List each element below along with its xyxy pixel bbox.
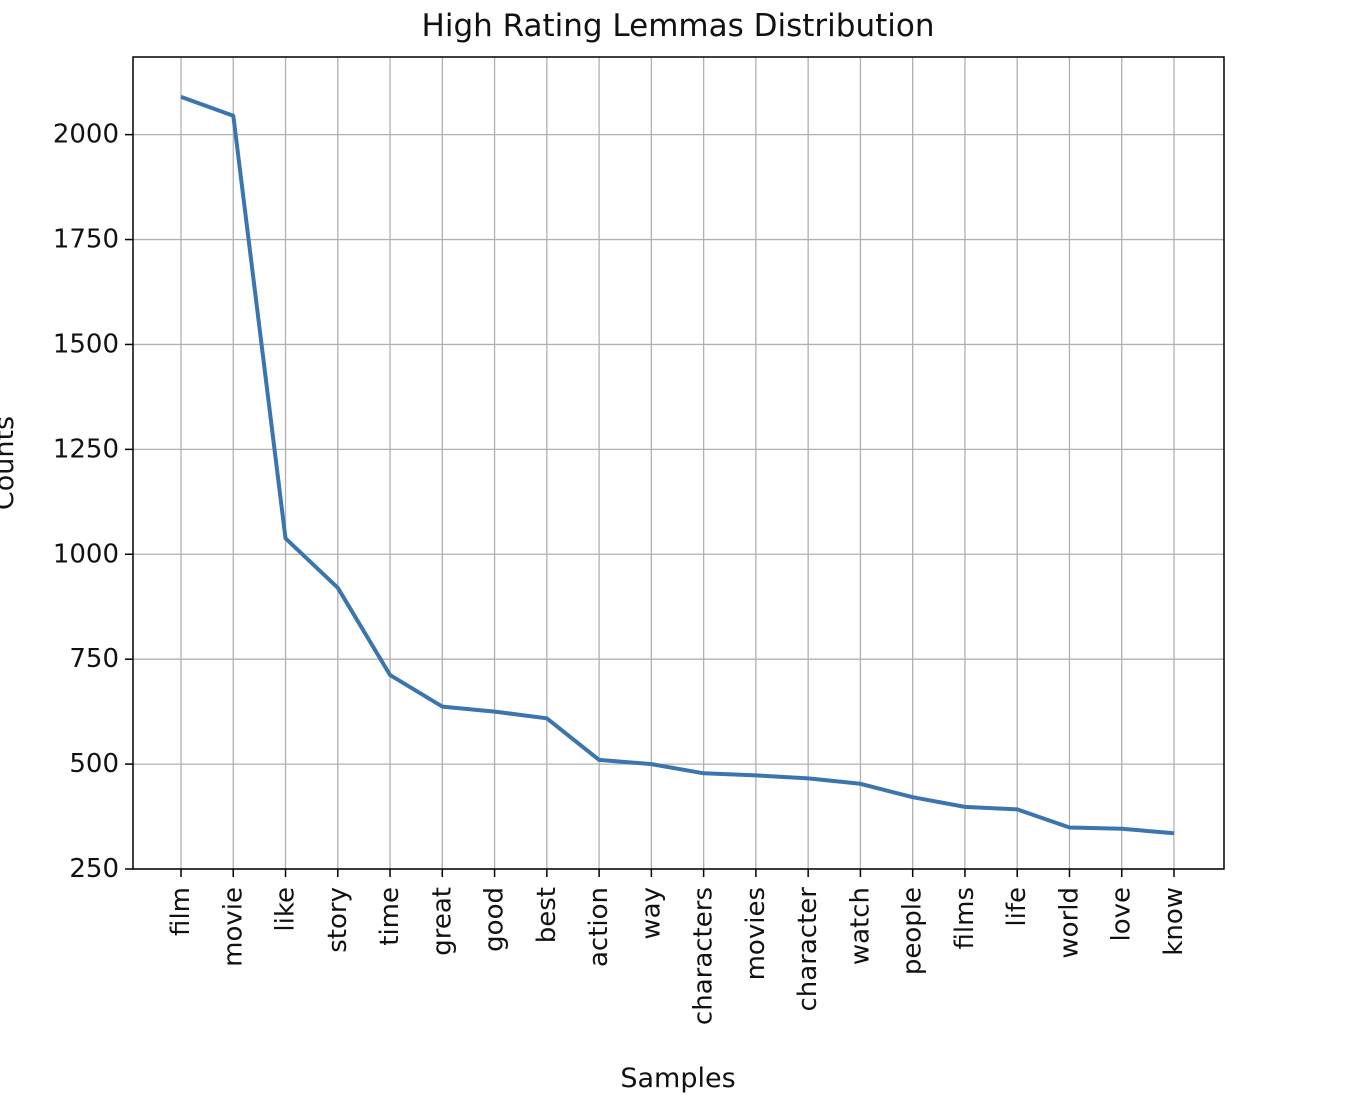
data-point-movies: [754, 773, 758, 777]
x-tick-label: way: [636, 887, 666, 940]
data-point-life: [1015, 807, 1019, 811]
y-tick-label: 2000: [53, 120, 119, 150]
data-point-movie: [231, 114, 235, 118]
data-point-world: [1068, 826, 1072, 830]
x-axis-ticks: film movie like story time great good best actio…: [166, 869, 1189, 1025]
x-tick-label: life: [1002, 887, 1032, 927]
x-tick-label: film: [166, 887, 196, 936]
x-tick-label: people: [898, 887, 928, 975]
data-point-film: [179, 95, 183, 99]
x-tick-label: character: [793, 887, 823, 1012]
data-point-like: [284, 536, 288, 540]
x-axis-label: Samples: [620, 1063, 735, 1094]
series-line-group: [179, 95, 1176, 836]
x-tick-label: watch: [845, 887, 875, 965]
y-tick-label: 1000: [53, 539, 119, 569]
y-tick-label: 1250: [53, 434, 119, 464]
x-tick-label: characters: [689, 887, 719, 1025]
y-tick-label: 250: [69, 854, 119, 884]
x-tick-label: best: [532, 887, 562, 943]
data-point-time: [388, 673, 392, 677]
y-tick-label: 1750: [53, 225, 119, 255]
data-point-best: [545, 716, 549, 720]
x-tick-label: know: [1159, 887, 1189, 956]
data-point-films: [963, 805, 967, 809]
x-gridlines: [180, 57, 1175, 869]
y-axis-label: Counts: [0, 416, 20, 510]
data-point-love: [1120, 827, 1124, 831]
y-axis-ticks: 250 500 750 1000 1250 1500 1750 2000: [53, 120, 133, 884]
x-tick-label: movie: [218, 887, 248, 967]
data-point-way: [649, 762, 653, 766]
x-tick-label: movies: [741, 887, 771, 980]
data-point-story: [336, 586, 340, 590]
x-tick-label: love: [1107, 887, 1137, 942]
x-tick-label: story: [323, 887, 353, 953]
x-tick-label: good: [480, 887, 510, 952]
data-point-action: [597, 758, 601, 762]
chart-title: High Rating Lemmas Distribution: [422, 8, 935, 44]
data-point-characters: [702, 771, 706, 775]
data-point-people: [911, 795, 915, 799]
data-point-good: [493, 710, 497, 714]
x-tick-label: great: [427, 887, 457, 956]
x-tick-label: world: [1054, 887, 1084, 959]
data-point-know: [1172, 831, 1176, 835]
x-tick-label: time: [375, 887, 405, 946]
data-point-great: [440, 705, 444, 709]
y-tick-label: 500: [69, 749, 119, 779]
series-line: [180, 95, 1175, 836]
y-tick-label: 1500: [53, 329, 119, 359]
x-tick-label: like: [271, 887, 301, 932]
data-point-character: [806, 776, 810, 780]
x-tick-label: films: [950, 887, 980, 949]
data-point-watch: [858, 782, 862, 786]
y-tick-label: 750: [69, 644, 119, 674]
x-tick-label: action: [584, 887, 614, 967]
plot-area-frame: [132, 56, 1225, 870]
